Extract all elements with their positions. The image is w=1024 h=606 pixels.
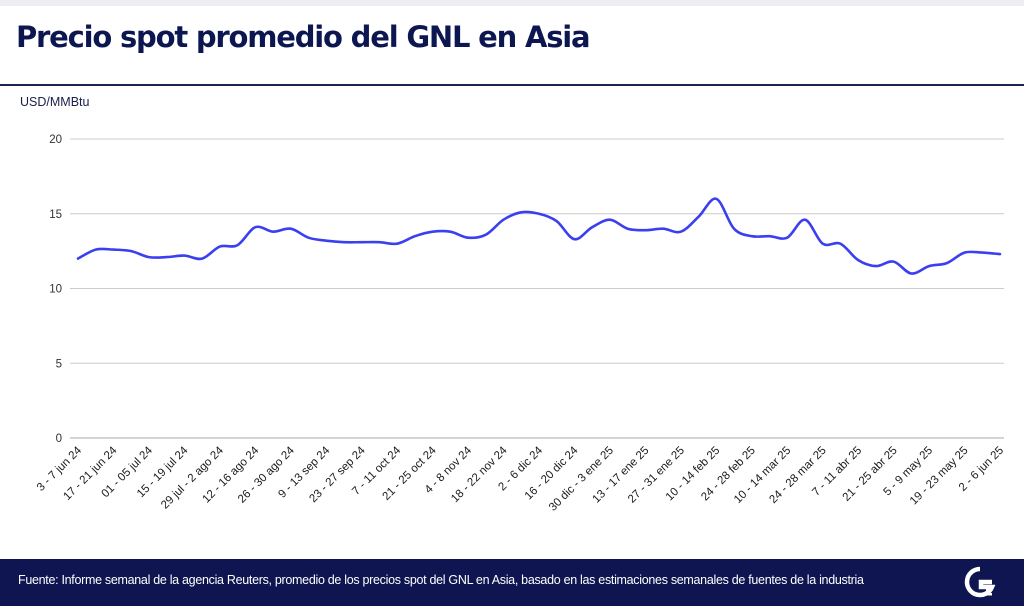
y-axis-label: USD/MMBtu	[20, 95, 90, 109]
title-divider	[0, 84, 1024, 86]
page-title: Precio spot promedio del GNL en Asia	[16, 20, 591, 54]
series-line	[76, 197, 1002, 275]
footer: Fuente: Informe semanal de la agencia Re…	[0, 559, 1024, 606]
y-tick-label: 10	[49, 284, 62, 296]
y-tick-label: 20	[49, 134, 62, 146]
x-tick-label: 29 jul - 2 ago 24	[159, 444, 226, 511]
gnl-global-logo-icon	[964, 566, 996, 598]
y-tick-label: 15	[49, 209, 62, 221]
x-tick-label: 30 dic - 3 ene 25	[547, 445, 616, 514]
source-note: Fuente: Informe semanal de la agencia Re…	[18, 573, 864, 587]
y-tick-label: 0	[56, 433, 62, 445]
top-accent-bar	[0, 0, 1024, 6]
y-tick-label: 5	[56, 358, 62, 370]
